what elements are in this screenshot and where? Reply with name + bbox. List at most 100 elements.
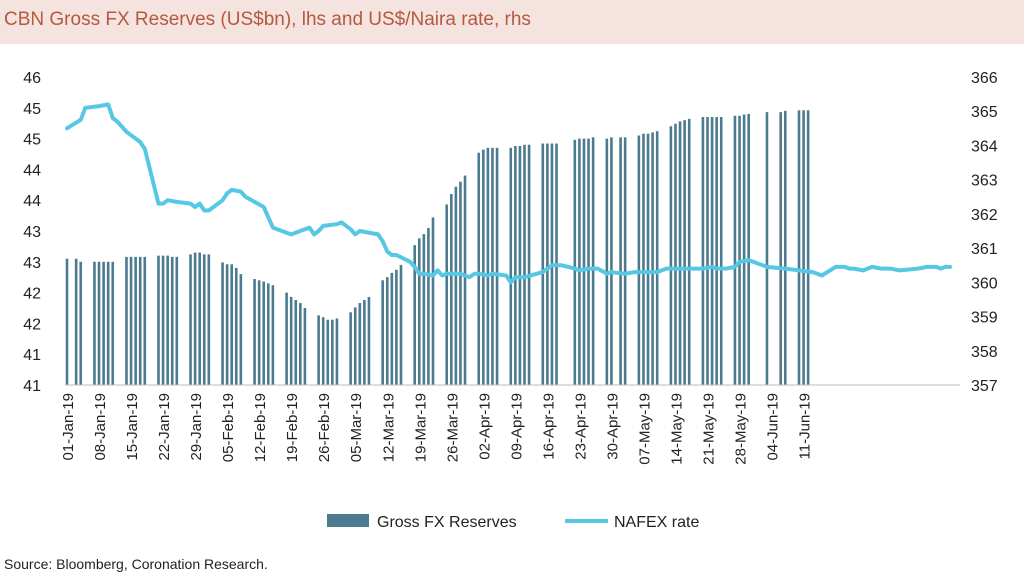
reserves-bar	[715, 117, 718, 385]
left-tick-label: 42	[23, 316, 41, 333]
reserves-bar	[445, 204, 449, 385]
reserves-bar	[331, 319, 334, 385]
reserves-bar	[303, 308, 307, 385]
reserves-bar	[541, 143, 545, 385]
left-tick-label: 44	[23, 162, 41, 179]
x-tick-label: 11-Jun-19	[797, 393, 814, 459]
reserves-bar	[230, 264, 233, 385]
legend-label-nafex: NAFEX rate	[614, 514, 699, 531]
x-tick-label: 30-Apr-19	[604, 393, 621, 460]
reserves-bar	[683, 120, 686, 386]
reserves-bar	[687, 118, 691, 385]
reserves-bar	[198, 252, 201, 385]
reserves-bar	[459, 181, 462, 385]
reserves-bar	[678, 121, 682, 386]
reserves-bar	[523, 144, 526, 385]
reserves-bar	[495, 147, 499, 385]
reserves-bar	[491, 147, 494, 385]
reserves-bar	[381, 280, 384, 385]
left-tick-label: 46	[23, 70, 41, 87]
x-tick-label: 26-Mar-19	[444, 393, 461, 462]
chart-title: CBN Gross FX Reserves (US$bn), lhs and U…	[4, 9, 531, 30]
reserves-bar	[710, 117, 714, 385]
right-axis: 366 365 364 363 362 361 360 359 358 357	[971, 70, 998, 395]
reserves-bar	[106, 261, 110, 385]
reserves-bar	[129, 256, 133, 385]
reserves-bar	[207, 254, 211, 385]
reserves-bar	[706, 117, 709, 385]
reserves-bar	[518, 145, 522, 385]
reserves-bar	[161, 255, 165, 385]
reserves-bar	[642, 133, 645, 385]
reserves-bar	[395, 269, 398, 385]
x-tick-label: 26-Feb-19	[316, 393, 333, 462]
x-tick-label: 22-Jan-19	[156, 393, 173, 461]
x-tick-label: 23-Apr-19	[572, 393, 589, 460]
x-tick-label: 19-Mar-19	[412, 393, 429, 462]
x-tick-label: 04-Jun-19	[765, 393, 782, 461]
reserves-bar	[674, 123, 677, 385]
reserves-bar	[646, 133, 650, 385]
x-tick-label: 19-Feb-19	[284, 393, 301, 462]
reserves-bar	[701, 117, 705, 385]
reserves-bar	[257, 280, 261, 385]
reserves-bar	[317, 315, 320, 385]
right-tick-label: 365	[971, 104, 998, 121]
title-band	[0, 0, 1024, 44]
x-tick-label: 28-May-19	[733, 393, 750, 465]
reserves-bar	[193, 252, 197, 385]
reserves-bar	[225, 264, 229, 385]
reserves-bar	[738, 115, 741, 386]
reserves-bar	[239, 274, 243, 385]
x-tick-label: 05-Feb-19	[220, 393, 237, 462]
reserves-bar	[399, 264, 403, 385]
right-tick-label: 363	[971, 173, 998, 190]
reserves-bar	[591, 137, 595, 385]
reserves-bar	[619, 137, 622, 385]
reserves-bar	[482, 149, 485, 385]
right-tick-label: 366	[971, 70, 998, 87]
x-tick-label: 14-May-19	[668, 393, 685, 465]
reserves-bar	[79, 261, 83, 385]
right-tick-label: 360	[971, 275, 998, 292]
reserves-bar	[582, 138, 586, 385]
x-tick-label: 05-Mar-19	[348, 393, 365, 462]
reserves-bar	[221, 262, 224, 385]
x-tick-label: 15-Jan-19	[124, 393, 141, 461]
x-tick-label: 09-Apr-19	[508, 393, 525, 460]
reserves-bar	[134, 256, 137, 385]
reserves-bar	[427, 227, 430, 385]
reserves-bar	[385, 277, 389, 385]
reserves-bar	[610, 137, 613, 385]
reserves-bar	[65, 258, 69, 385]
legend-label-reserves: Gross FX Reserves	[377, 514, 517, 531]
reserves-bar	[651, 132, 654, 385]
left-tick-label: 41	[23, 347, 41, 364]
reserves-bar	[587, 138, 590, 385]
reserves-bar	[578, 138, 581, 385]
legend: Gross FX Reserves NAFEX rate	[327, 514, 699, 531]
reserves-bar	[189, 254, 192, 385]
left-tick-label: 43	[23, 255, 41, 272]
x-tick-label: 07-May-19	[636, 393, 653, 465]
reserves-bar	[166, 255, 169, 385]
reserves-bar	[637, 135, 641, 385]
reserves-bar	[234, 267, 238, 385]
reserves-bar	[102, 261, 105, 385]
left-tick-label: 42	[23, 286, 41, 303]
reserves-bar	[417, 238, 421, 385]
reserves-bar	[454, 186, 458, 385]
right-tick-label: 364	[971, 138, 998, 155]
reserves-bar	[422, 234, 426, 385]
reserves-bar	[299, 303, 302, 385]
right-tick-label: 358	[971, 344, 998, 361]
reserves-bar	[546, 143, 549, 385]
reserves-bar	[390, 272, 394, 385]
reserves-bar	[765, 112, 769, 385]
reserves-bar	[783, 110, 787, 385]
reserves-bar	[253, 279, 256, 385]
left-axis: 46 45 45 44 44 43 43 42 42 41 41	[23, 70, 41, 395]
x-tick-label: 12-Feb-19	[252, 393, 269, 462]
reserves-bar	[138, 256, 142, 385]
